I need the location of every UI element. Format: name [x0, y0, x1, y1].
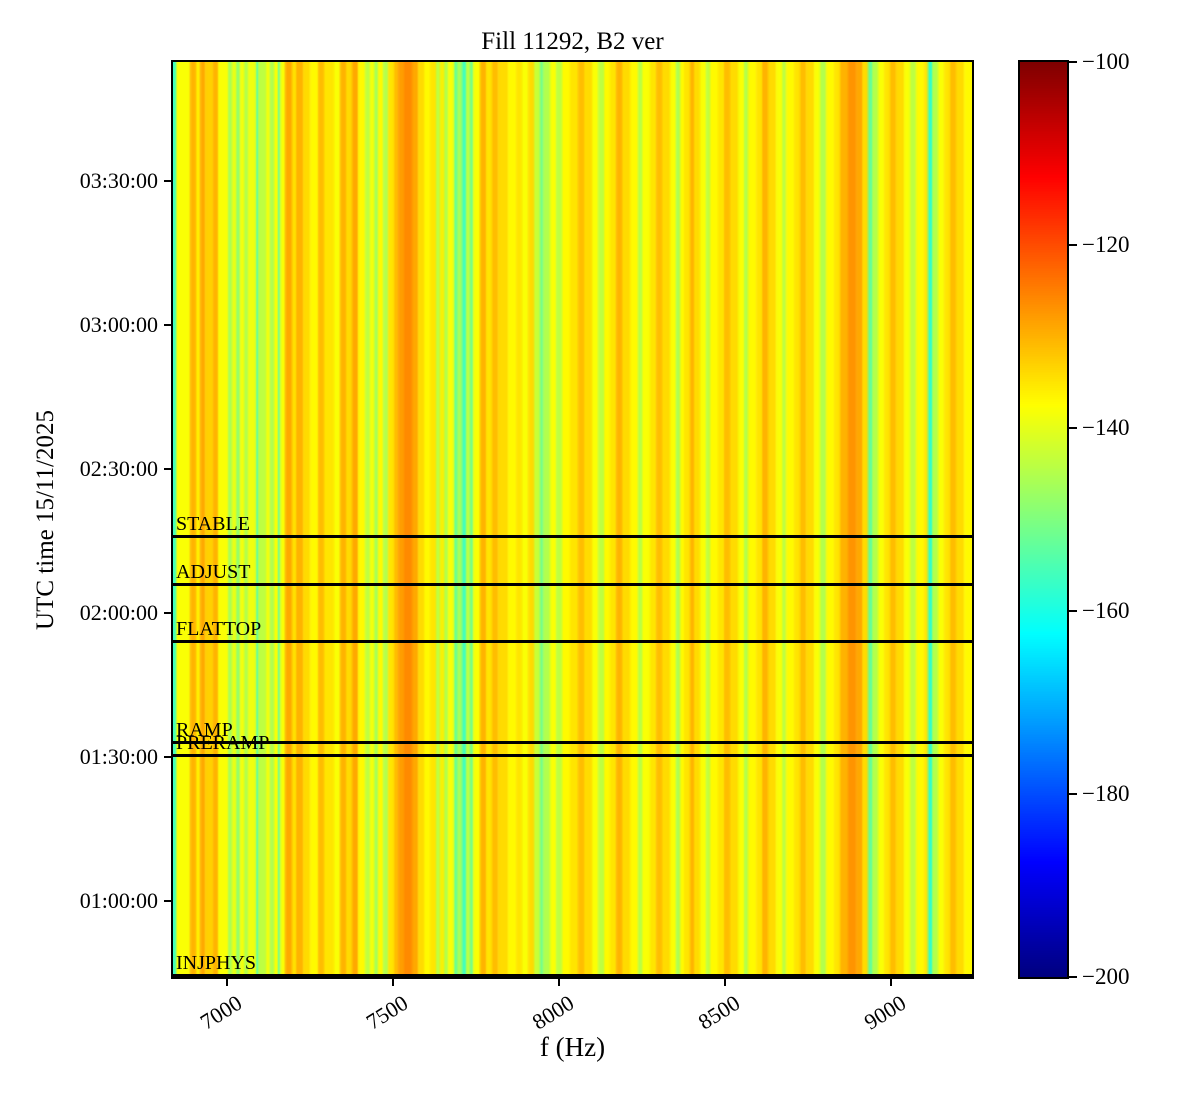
beam-mode-label-stable: STABLE — [176, 513, 250, 536]
x-tick-mark — [557, 977, 560, 986]
beam-mode-line-preramp — [173, 753, 972, 757]
y-tick-mark — [164, 612, 173, 615]
plot-title: Fill 11292, B2 ver — [481, 28, 664, 55]
colorbar-tick-mark — [1069, 427, 1077, 429]
colorbar-tick-mark — [1069, 793, 1077, 795]
y-tick-label: 01:30:00 — [79, 744, 158, 769]
y-tick-label: 02:00:00 — [79, 600, 158, 626]
beam-mode-label-adjust: ADJUST — [176, 561, 251, 584]
y-tick-mark — [164, 180, 173, 183]
colorbar-tick-label: −140 — [1082, 415, 1130, 440]
beam-mode-line-adjust — [173, 583, 972, 587]
y-tick-label: 03:00:00 — [79, 312, 158, 338]
colorbar — [1018, 60, 1069, 979]
colorbar-gradient-canvas — [1020, 62, 1067, 977]
x-tick-mark — [889, 977, 892, 986]
x-tick-mark — [226, 977, 229, 986]
x-tick-mark — [723, 977, 726, 986]
colorbar-tick-mark — [1069, 244, 1077, 246]
colorbar-tick-mark — [1069, 610, 1077, 612]
beam-mode-line-stable — [173, 535, 972, 539]
y-tick-mark — [164, 468, 173, 471]
beam-mode-line-ramp — [173, 741, 972, 745]
y-tick-label: 01:00:00 — [79, 888, 158, 913]
beam-mode-label-injphys: INJPHYS — [176, 952, 257, 974]
y-tick-mark — [164, 756, 173, 758]
y-tick-label: 03:30:00 — [79, 168, 158, 194]
beam-mode-line-injphys — [173, 974, 972, 977]
colorbar-tick-label: −180 — [1082, 781, 1130, 806]
colorbar-tick-mark — [1069, 976, 1077, 978]
plot-area — [171, 60, 974, 979]
beam-mode-label-preramp: PRERAMP — [176, 731, 270, 754]
heatmap-canvas — [173, 62, 972, 977]
colorbar-tick-label: −100 — [1082, 49, 1130, 74]
y-tick-label: 02:30:00 — [79, 456, 158, 482]
y-tick-mark — [164, 324, 173, 327]
beam-mode-label-flattop: FLATTOP — [176, 618, 262, 640]
colorbar-tick-label: −160 — [1082, 598, 1130, 623]
y-axis-label: UTC time 15/11/2025 — [32, 410, 59, 630]
beam-mode-label-ramp: RAMP — [176, 719, 233, 742]
colorbar-tick-label: −200 — [1082, 964, 1130, 989]
colorbar-tick-mark — [1069, 61, 1077, 63]
y-tick-mark — [164, 900, 173, 902]
x-axis-label: f (Hz) — [539, 1032, 606, 1062]
beam-mode-line-flattop — [173, 640, 972, 643]
colorbar-tick-label: −120 — [1082, 232, 1130, 257]
x-tick-mark — [391, 977, 394, 986]
